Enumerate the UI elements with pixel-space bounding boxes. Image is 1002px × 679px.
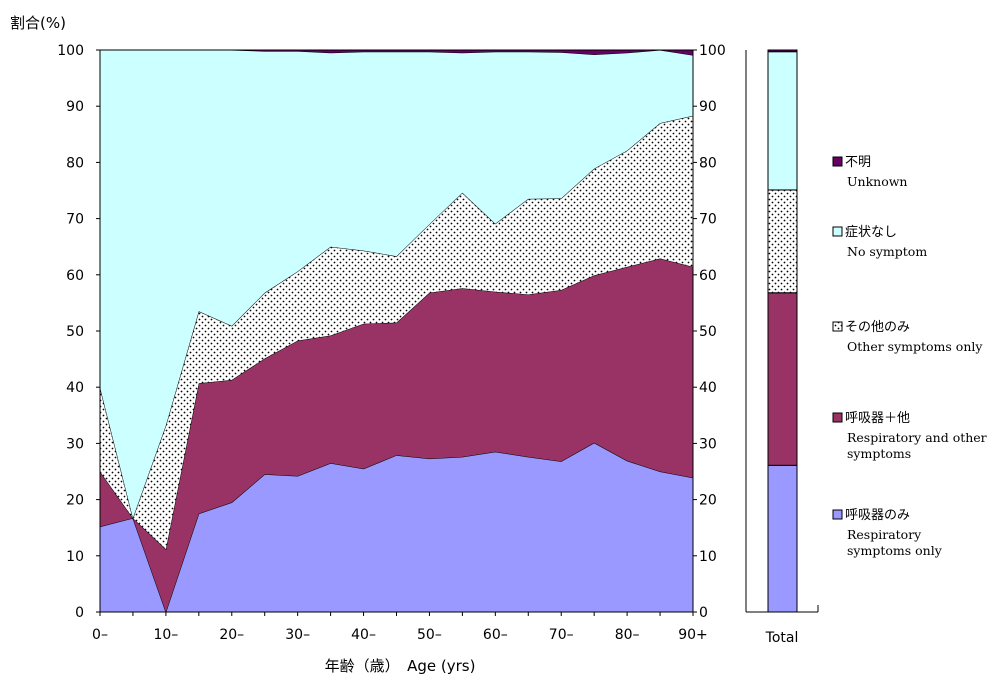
y-tick-label-right: 40 bbox=[699, 380, 717, 396]
legend-swatch-1 bbox=[832, 226, 843, 237]
series-area-0 bbox=[100, 442, 693, 612]
legend-swatch-3 bbox=[832, 412, 843, 423]
y-tick-label-right: 80 bbox=[699, 155, 717, 171]
y-tick-label-right: 20 bbox=[699, 493, 717, 509]
x-tick-label: 80– bbox=[615, 627, 640, 643]
legend: 不明 Unknown 症状なし No symptom その他のみ Other sympto… bbox=[832, 155, 987, 558]
x-tick-label: 70– bbox=[549, 627, 574, 643]
y-tick-label-left: 50 bbox=[66, 324, 84, 340]
y-tick-label-right: 100 bbox=[699, 43, 726, 59]
series-area-2 bbox=[100, 115, 693, 550]
y-tick-label-right: 30 bbox=[699, 436, 717, 452]
legend-label-en: No symptom bbox=[847, 244, 927, 259]
y-tick-label-left: 60 bbox=[66, 268, 84, 284]
total-bar-segment-3 bbox=[767, 51, 798, 191]
y-tick-label-left: 0 bbox=[75, 605, 84, 621]
y-tick-label-right: 60 bbox=[699, 268, 717, 284]
total-category-label: Total bbox=[765, 630, 799, 646]
legend-label-ja: 不明 bbox=[845, 155, 871, 170]
total-bar-segment-1 bbox=[767, 292, 798, 466]
y-tick-label-left: 20 bbox=[66, 493, 84, 509]
x-tick-label: 0– bbox=[92, 627, 108, 643]
total-bar-segment-2 bbox=[767, 189, 798, 294]
legend-label-en: Respiratory and other bbox=[847, 430, 987, 445]
y-tick-label-right: 70 bbox=[699, 212, 717, 228]
total-bar-plot: Total bbox=[745, 49, 819, 646]
x-axis-title: 年齢（歳） Age (yrs) bbox=[325, 657, 476, 675]
y-tick-label-left: 100 bbox=[57, 43, 84, 59]
y-tick-label-left: 40 bbox=[66, 380, 84, 396]
legend-label-ja: 呼吸器＋他 bbox=[845, 411, 910, 426]
y-axis-title: 割合(%) bbox=[10, 14, 66, 32]
y-tick-label-right: 10 bbox=[699, 549, 717, 565]
legend-label-en: symptoms only bbox=[847, 543, 943, 558]
y-tick-label-left: 10 bbox=[66, 549, 84, 565]
y-tick-label-right: 50 bbox=[699, 324, 717, 340]
legend-label-ja: その他のみ bbox=[845, 320, 910, 335]
y-tick-label-left: 70 bbox=[66, 212, 84, 228]
series-area-4 bbox=[100, 50, 693, 56]
legend-swatch-4 bbox=[832, 509, 843, 520]
legend-swatch-2 bbox=[832, 321, 843, 332]
y-tick-label-left: 80 bbox=[66, 155, 84, 171]
series-area-3 bbox=[100, 50, 693, 519]
y-tick-label-left: 30 bbox=[66, 436, 84, 452]
series-area-1 bbox=[100, 258, 693, 612]
y-tick-label-right: 0 bbox=[699, 605, 708, 621]
y-tick-label-left: 90 bbox=[66, 99, 84, 115]
x-tick-label: 50– bbox=[417, 627, 442, 643]
legend-label-en: Other symptoms only bbox=[847, 339, 983, 354]
x-tick-label: 30– bbox=[285, 627, 310, 643]
x-tick-label: 40– bbox=[351, 627, 376, 643]
stacked-area-plot: 0 0 10 10 20 20 30 30 40 40 50 50 60 60 70 70 80 80 90 90 10… bbox=[57, 43, 725, 643]
x-tick-label: 10– bbox=[153, 627, 178, 643]
legend-label-en: Respiratory bbox=[847, 527, 922, 542]
legend-label-ja: 症状なし bbox=[845, 225, 897, 240]
total-bar-segment-4 bbox=[767, 49, 798, 53]
y-tick-label-right: 90 bbox=[699, 99, 717, 115]
x-tick-label: 20– bbox=[219, 627, 244, 643]
legend-label-ja: 呼吸器のみ bbox=[845, 508, 910, 523]
total-bar-segment-0 bbox=[767, 464, 798, 613]
legend-swatch-0 bbox=[832, 156, 843, 167]
legend-label-en: symptoms bbox=[847, 446, 911, 461]
legend-label-en: Unknown bbox=[847, 174, 908, 189]
x-tick-label: 90+ bbox=[678, 627, 708, 643]
x-tick-label: 60– bbox=[483, 627, 508, 643]
